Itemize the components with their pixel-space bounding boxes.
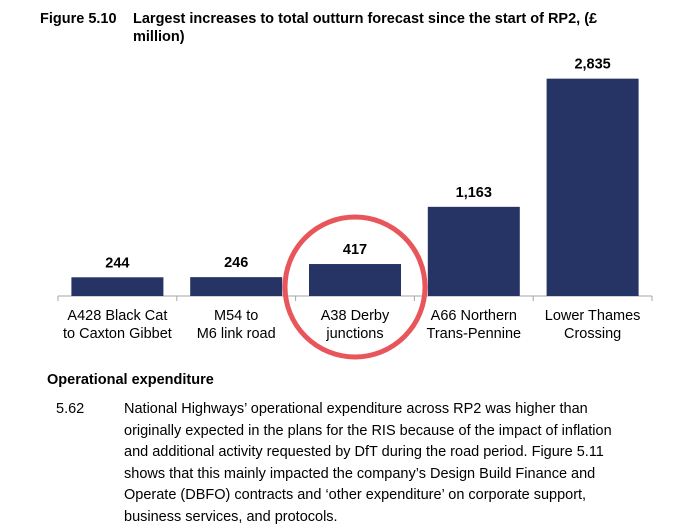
paragraph-line: shows that this mainly impacted the comp…: [124, 464, 644, 486]
category-label: junctions: [325, 326, 383, 342]
bar: [71, 277, 163, 296]
category-label: M54 to: [214, 308, 258, 324]
category-label: M6 link road: [197, 326, 276, 342]
bar-chart: 244 A428 Black Cat to Caxton Gibbet 246 M54 …: [0, 0, 682, 360]
bar: [190, 277, 282, 296]
data-label: 244: [105, 255, 129, 271]
data-label: 417: [343, 242, 367, 258]
paragraph-number: 5.62: [56, 399, 84, 421]
bar: [309, 264, 401, 296]
paragraph-line: business services, and protocols.: [124, 507, 644, 528]
bar: [547, 79, 639, 296]
category-label: Crossing: [564, 326, 621, 342]
category-label: A428 Black Cat: [67, 308, 167, 324]
bar: [428, 207, 520, 296]
paragraph-line: Operate (DBFO) contracts and ‘other expe…: [124, 485, 644, 507]
paragraph-line: and additional activity requested by DfT…: [124, 442, 644, 464]
paragraph-line: originally expected in the plans for the…: [124, 421, 644, 443]
paragraph-text: National Highways’ operational expenditu…: [124, 399, 644, 528]
data-label: 2,835: [574, 57, 610, 73]
data-label: 246: [224, 255, 248, 271]
category-label: A38 Derby: [321, 308, 390, 324]
category-label: Trans-Pennine: [427, 326, 522, 342]
category-label: A66 Northern: [431, 308, 517, 324]
section-heading: Operational expenditure: [47, 372, 214, 388]
data-label: 1,163: [456, 185, 492, 201]
paragraph-line: National Highways’ operational expenditu…: [124, 399, 644, 421]
category-label: to Caxton Gibbet: [63, 326, 172, 342]
category-label: Lower Thames: [545, 308, 641, 324]
